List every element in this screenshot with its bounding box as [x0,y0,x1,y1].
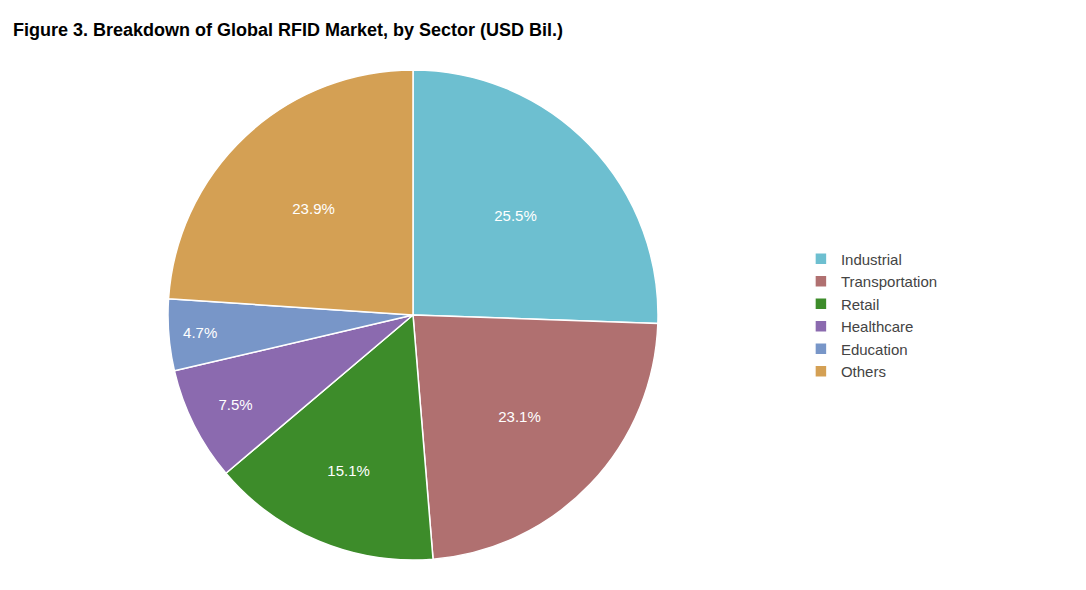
svg-text:Education: Education [841,341,908,358]
svg-text:23.9%: 23.9% [292,200,335,217]
svg-text:4.7%: 4.7% [183,324,217,341]
svg-text:Industrial: Industrial [841,251,902,268]
svg-text:Figure 3. Breakdown of Global: Figure 3. Breakdown of Global RFID Marke… [13,20,563,40]
svg-text:25.5%: 25.5% [494,207,537,224]
svg-text:7.5%: 7.5% [219,396,253,413]
svg-text:Retail: Retail [841,296,879,313]
svg-text:23.1%: 23.1% [498,408,541,425]
svg-text:Transportation: Transportation [841,273,937,290]
svg-text:15.1%: 15.1% [327,462,370,479]
svg-text:Healthcare: Healthcare [841,318,914,335]
svg-text:Others: Others [841,363,886,380]
